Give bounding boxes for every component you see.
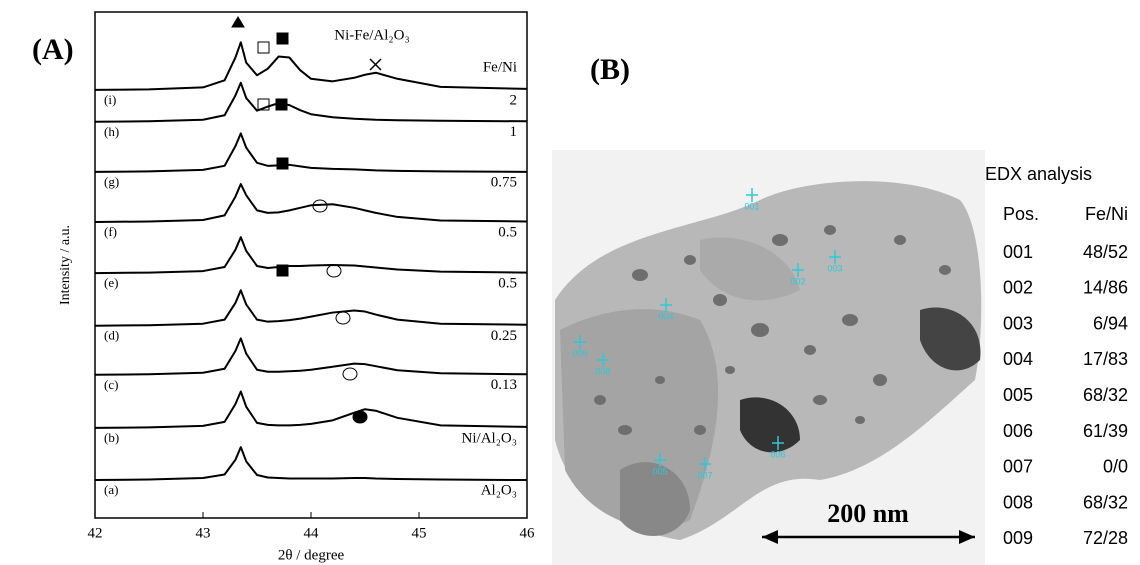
trace-label: (a): [104, 482, 118, 497]
x-tick-label: 43: [196, 525, 211, 541]
xrd-trace: [94, 390, 528, 429]
sample-header: Fe/Ni: [483, 59, 517, 75]
spot-label: 008: [595, 366, 610, 376]
x-tick-label: 42: [88, 525, 103, 541]
column-header: Pos.: [1003, 204, 1039, 224]
table-cell: 009: [1003, 528, 1033, 548]
xrd-trace: [94, 41, 528, 91]
spot-label: 007: [697, 470, 712, 480]
table-cell: 005: [1003, 385, 1033, 405]
scale-bar-label: 200 nm: [827, 499, 909, 528]
table-cell: 008: [1003, 492, 1033, 512]
panel-label: (B): [590, 53, 630, 86]
spot-marker: [699, 457, 711, 471]
table-cell: 17/83: [1083, 349, 1128, 369]
sample-label: 1: [510, 124, 518, 140]
trace-label: (g): [104, 174, 119, 189]
table-cell: 14/86: [1083, 278, 1128, 298]
sample-label: Al₂O₃: [481, 482, 517, 498]
table-cell: 007: [1003, 457, 1033, 477]
xrd-trace: [94, 289, 528, 327]
column-header: Fe/Ni: [1085, 204, 1128, 224]
sample-label: 0.13: [491, 377, 517, 393]
table-cell: 68/32: [1083, 492, 1128, 512]
trace-label: (f): [104, 224, 117, 239]
table-cell: 68/32: [1083, 385, 1128, 405]
trace-label: (h): [104, 124, 119, 139]
x-tick-label: 46: [520, 525, 536, 541]
phase-markers: [231, 16, 382, 424]
xrd-trace: [94, 132, 528, 173]
x-axis-label: 2θ / degree: [278, 547, 345, 563]
sample-label: 0.75: [491, 174, 517, 190]
y-axis-label: Intensity / a.u.: [58, 225, 73, 305]
trace-label: (c): [104, 377, 118, 392]
table-cell: 003: [1003, 313, 1033, 333]
table-cell: 72/28: [1083, 528, 1128, 548]
spot-marker: [660, 298, 672, 312]
panel-label: (A): [32, 33, 74, 66]
spot-marker: [829, 250, 841, 264]
spot-label: 001: [744, 201, 759, 211]
spot-label: 002: [790, 276, 805, 286]
spot-marker: [792, 263, 804, 277]
table-cell: 004: [1003, 349, 1033, 369]
sample-label: 0.25: [491, 328, 517, 344]
spot-marker: [597, 353, 609, 367]
table-title: EDX analysis: [985, 164, 1092, 184]
trace-label: (e): [104, 275, 118, 290]
spot-marker: [654, 453, 666, 467]
spot-marker: [746, 188, 758, 202]
sample-label: 0.5: [498, 224, 517, 240]
trace-label: (i): [104, 92, 116, 107]
xrd-trace: [94, 183, 528, 223]
spot-label: 003: [827, 263, 842, 273]
annotation: Ni-Fe/Al₂O₃: [334, 27, 409, 43]
table-cell: 61/39: [1083, 421, 1128, 441]
spot-label: 006: [770, 449, 785, 459]
sample-label: 2: [510, 92, 518, 108]
x-tick-label: 44: [304, 525, 320, 541]
table-cell: 6/94: [1093, 313, 1128, 333]
xrd-trace: [94, 81, 528, 123]
tem-image: 200 nm: [552, 150, 985, 565]
x-tick-label: 45: [412, 525, 427, 541]
sample-label: Ni/Al₂O₃: [462, 430, 517, 446]
table-cell: 0/0: [1103, 457, 1128, 477]
spot-label: 004: [658, 311, 673, 321]
spot-label: 005: [652, 466, 667, 476]
trace-label: (b): [104, 430, 119, 445]
sample-label: 0.5: [498, 276, 517, 292]
table-cell: 006: [1003, 421, 1033, 441]
spot-marker: [574, 335, 586, 349]
xrd-trace: [94, 446, 528, 482]
xrd-trace: [94, 236, 528, 275]
trace-label: (d): [104, 328, 119, 343]
table-cell: 002: [1003, 278, 1033, 298]
spot-label: 009: [572, 348, 587, 358]
table-cell: 001: [1003, 242, 1033, 262]
table-cell: 48/52: [1083, 242, 1128, 262]
spot-marker: [772, 436, 784, 450]
xrd-trace: [94, 337, 528, 376]
